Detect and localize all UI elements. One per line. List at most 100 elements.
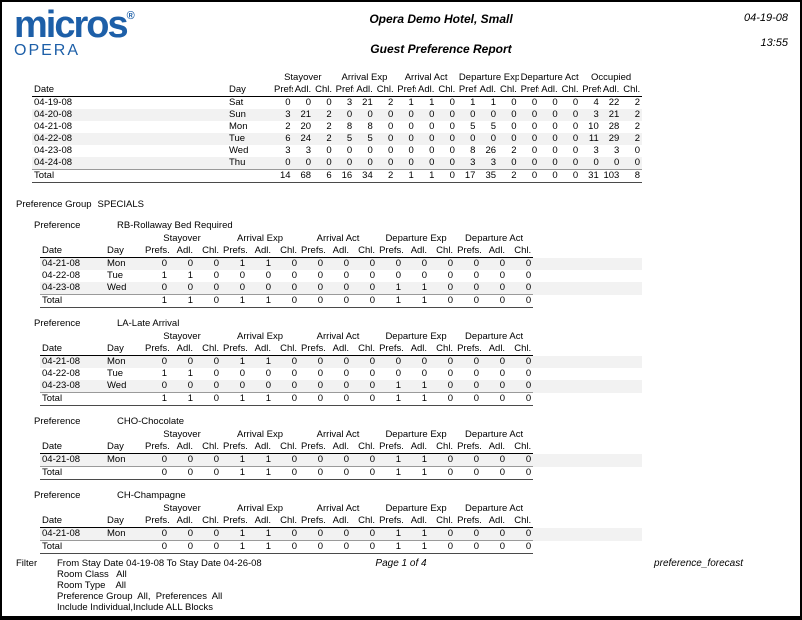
value-cell: 0 [325, 282, 352, 295]
value-cell: 0 [169, 355, 195, 369]
header-center: Opera Demo Hotel, Small Guest Preference… [204, 8, 678, 60]
value-cell: 3 [593, 145, 599, 157]
value-cell: 0 [346, 145, 353, 157]
spacer [32, 72, 272, 84]
table-row: 04-23-08 Wed 0 0 0 0 0 0 0 0 0 1 1 0 0 0 0 [40, 282, 642, 295]
value-cell: 0 [415, 157, 437, 170]
filter-label: Filter [16, 558, 38, 569]
value-cell: 0 [429, 527, 456, 541]
value-cell: 0 [351, 282, 378, 295]
date-cell: 04-22-08 [42, 368, 81, 380]
date-column-header: Date [32, 84, 227, 98]
total-value-cell: 14 [272, 169, 293, 184]
table-row: 04-22-08 Tue 6 24 2 5 5 0 0 0 0 0 0 0 0 0 0 11 29 2 [32, 133, 642, 146]
filter-lines: From Stay Date 04-19-08 To Stay Date 04-… [57, 558, 262, 613]
total-value-cell: 0 [481, 392, 508, 407]
value-cell: 0 [559, 133, 581, 146]
value-cell: 0 [481, 282, 508, 295]
date-cell: 04-21-08 [34, 121, 73, 133]
total-row: Total 0 0 0 1 1 0 0 0 0 1 1 0 0 0 0 [40, 540, 642, 555]
value-cell: 0 [455, 355, 482, 369]
subcolumn-header: Chl. [374, 84, 396, 98]
day-cell: Wed [229, 145, 249, 157]
value-cell: 0 [429, 453, 456, 467]
column-group-header: Departure Exp [385, 331, 447, 343]
value-cell: 0 [421, 270, 428, 282]
value-cell: 0 [429, 145, 435, 157]
subcolumn-header: Adl. [325, 515, 352, 529]
value-cell: 0 [481, 355, 508, 369]
day-column-header: Day [105, 343, 143, 357]
value-cell: 0 [239, 270, 246, 282]
total-value-cell: 1 [143, 392, 169, 407]
value-cell: 0 [325, 257, 352, 271]
value-cell: 2 [387, 97, 394, 109]
subcolumn-header: Chl. [507, 245, 534, 259]
subcolumn-header: Adl. [481, 441, 508, 455]
value-cell: 0 [477, 133, 499, 146]
total-value-cell: 1 [247, 392, 274, 407]
preference-label: Preference [34, 490, 81, 502]
column-group-header: Departure Exp [385, 503, 447, 515]
value-cell: 1 [403, 527, 430, 541]
subcolumn-header: Chl. [273, 245, 300, 259]
preference-label: Preference [34, 220, 81, 232]
value-cell: 0 [499, 368, 506, 380]
subcolumn-header: Prefs. [272, 84, 293, 98]
value-cell: 2 [313, 109, 334, 122]
value-cell: 0 [539, 109, 560, 122]
filler [533, 282, 642, 295]
total-value-cell: 35 [477, 169, 499, 184]
preference-name: CH-Champagne [117, 490, 186, 502]
filter-line: From Stay Date 04-19-08 To Stay Date 04-… [57, 558, 262, 569]
total-value-cell: 0 [455, 294, 482, 309]
column-group-header: Stayover [163, 331, 201, 343]
column-group-header: Departure Act [520, 72, 579, 84]
total-value-cell: 0 [299, 540, 326, 555]
summary-table: Stayover Arrival Exp Arrival Act Departure … [32, 72, 642, 184]
value-cell: 0 [449, 121, 455, 133]
day-cell: Mon [229, 121, 248, 133]
value-cell: 0 [273, 453, 300, 467]
value-cell: 0 [265, 270, 272, 282]
value-cell: 29 [600, 133, 622, 146]
total-value-cell: 0 [429, 466, 456, 481]
value-cell: 0 [351, 257, 378, 271]
value-cell: 0 [456, 133, 478, 146]
subcolumn-header: Chl. [498, 84, 519, 98]
value-cell: 0 [395, 157, 416, 170]
total-value-cell: 0 [481, 540, 508, 555]
date-cell: 04-23-08 [40, 282, 105, 295]
total-value-cell: 8 [621, 169, 642, 184]
filler [533, 233, 642, 245]
total-value-cell: 0 [518, 169, 540, 184]
subcolumn-header: Prefs. [221, 245, 248, 259]
subcolumn-header: Adl. [600, 84, 622, 98]
value-cell: 21 [600, 109, 622, 122]
day-cell: Tue [107, 270, 124, 282]
subcolumn-header: Prefs. [143, 441, 169, 455]
date-cell: 04-23-08 [40, 380, 105, 393]
filler [533, 541, 642, 554]
total-value-cell: 0 [325, 294, 352, 309]
value-cell: 0 [377, 257, 404, 271]
value-cell: 0 [143, 282, 169, 295]
total-value-cell: 1 [395, 169, 416, 184]
total-value-cell: 2 [498, 169, 519, 184]
total-value-cell: 0 [351, 392, 378, 407]
value-cell: 3 [614, 145, 620, 157]
column-group-header: Stayover [284, 72, 322, 84]
hotel-name: Opera Demo Hotel, Small [369, 12, 513, 26]
filter-line: Include Individual,Include ALL Blocks [57, 602, 213, 613]
value-cell: 1 [408, 97, 414, 109]
subcolumn-header: Chl. [351, 441, 378, 455]
preference-label: Preference [34, 416, 81, 428]
value-cell: 8 [470, 145, 476, 157]
value-cell: 0 [195, 380, 222, 393]
value-cell: 1 [247, 355, 274, 369]
value-cell: 0 [580, 157, 601, 170]
value-cell: 0 [539, 133, 560, 146]
value-cell: 0 [354, 157, 375, 170]
subcolumn-header: Adl. [403, 245, 430, 259]
value-cell: 0 [552, 121, 558, 133]
